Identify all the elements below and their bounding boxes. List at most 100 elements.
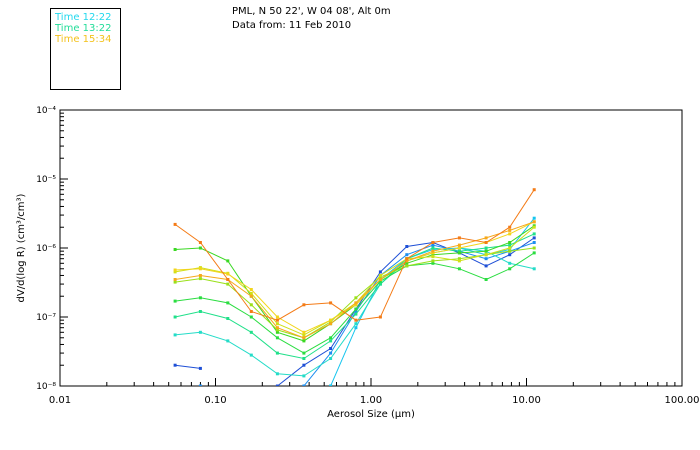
data-point bbox=[302, 339, 306, 343]
data-point bbox=[508, 249, 512, 253]
data-point bbox=[275, 351, 279, 355]
series-scan-10 bbox=[173, 220, 536, 334]
data-point bbox=[302, 330, 306, 334]
data-point bbox=[457, 267, 461, 271]
data-point bbox=[198, 310, 202, 313]
data-point bbox=[275, 322, 279, 326]
data-point bbox=[198, 330, 202, 334]
plot-frame bbox=[59, 109, 683, 387]
data-point bbox=[431, 259, 435, 263]
data-point bbox=[405, 259, 409, 263]
data-point bbox=[226, 282, 230, 286]
y-tick-label: 10⁻⁴ bbox=[36, 106, 56, 116]
series-scan-06 bbox=[173, 251, 536, 355]
data-point bbox=[431, 241, 435, 244]
series-line bbox=[303, 242, 535, 386]
data-point bbox=[302, 336, 306, 340]
data-point bbox=[457, 251, 461, 255]
data-point bbox=[198, 241, 202, 244]
data-point bbox=[431, 253, 435, 257]
data-point bbox=[249, 310, 253, 313]
data-point bbox=[302, 333, 306, 337]
data-point bbox=[329, 336, 333, 340]
data-point bbox=[226, 339, 230, 343]
data-point bbox=[484, 249, 488, 253]
y-tick-label: 10⁻⁸ bbox=[36, 382, 56, 392]
data-point bbox=[173, 278, 177, 281]
data-point bbox=[431, 251, 435, 255]
data-point bbox=[484, 264, 488, 268]
data-point bbox=[302, 363, 306, 367]
data-point bbox=[173, 363, 177, 367]
data-point bbox=[405, 253, 409, 257]
data-point bbox=[532, 236, 536, 240]
data-point bbox=[198, 267, 202, 271]
data-point bbox=[532, 267, 536, 271]
axis-ticks: 0.01 0.10 1.00 10.00 100.00 10⁻⁸ 10⁻⁷ 10⁻⁶ 10⁻⁵ 1… bbox=[36, 106, 699, 406]
x-tick-label: 10.00 bbox=[512, 395, 541, 406]
data-point bbox=[329, 301, 333, 305]
data-point bbox=[457, 246, 461, 250]
series-line bbox=[175, 364, 201, 369]
legend-item-3: Time 15:34 bbox=[55, 34, 112, 45]
x-axis-label: Aerosol Size (µm) bbox=[327, 409, 415, 420]
data-point bbox=[508, 267, 512, 271]
data-point bbox=[508, 246, 512, 250]
data-point bbox=[354, 303, 358, 307]
data-point bbox=[173, 333, 177, 337]
data-point bbox=[249, 288, 253, 291]
data-point bbox=[405, 264, 409, 268]
chart-header: PML, N 50 22', W 04 08', Alt 0m Data fro… bbox=[232, 5, 391, 33]
data-point bbox=[226, 259, 230, 263]
data-point bbox=[302, 351, 306, 355]
data-point bbox=[275, 336, 279, 340]
data-point bbox=[354, 312, 358, 316]
data-point bbox=[198, 277, 202, 281]
data-point bbox=[405, 245, 409, 248]
data-point bbox=[354, 310, 358, 313]
data-point bbox=[249, 303, 253, 307]
data-point bbox=[354, 322, 358, 326]
data-point bbox=[198, 296, 202, 300]
data-point bbox=[249, 294, 253, 298]
data-point bbox=[329, 384, 333, 386]
data-point bbox=[226, 278, 230, 281]
data-point bbox=[198, 366, 202, 370]
data-point bbox=[457, 249, 461, 253]
data-point bbox=[329, 347, 333, 350]
data-point bbox=[484, 278, 488, 281]
data-point bbox=[378, 274, 382, 277]
series-lines bbox=[173, 188, 536, 386]
data-point bbox=[508, 261, 512, 265]
data-point bbox=[329, 339, 333, 343]
data-point bbox=[275, 318, 279, 322]
y-tick-label: 10⁻⁵ bbox=[36, 175, 56, 185]
data-point bbox=[302, 374, 306, 378]
data-point bbox=[508, 241, 512, 244]
data-point bbox=[354, 318, 358, 322]
x-tick-label: 1.00 bbox=[360, 395, 382, 406]
series-scan-11 bbox=[173, 220, 536, 340]
data-point bbox=[173, 268, 177, 272]
data-point bbox=[329, 322, 333, 326]
data-point bbox=[508, 232, 512, 236]
data-point bbox=[173, 280, 177, 284]
data-point bbox=[302, 357, 306, 360]
x-tick-label: 100.00 bbox=[665, 395, 700, 406]
data-point bbox=[484, 257, 488, 261]
data-point bbox=[275, 330, 279, 334]
data-point bbox=[484, 236, 488, 240]
series-line bbox=[174, 189, 535, 321]
data-point bbox=[532, 251, 536, 255]
data-point bbox=[275, 372, 279, 376]
data-point bbox=[431, 249, 435, 253]
data-point bbox=[354, 301, 358, 305]
data-point bbox=[508, 253, 512, 257]
data-point bbox=[249, 315, 253, 319]
data-point bbox=[532, 220, 536, 224]
data-point bbox=[198, 274, 202, 277]
data-point bbox=[508, 243, 512, 247]
legend-item-2: Time 13:22 bbox=[55, 23, 112, 34]
data-point bbox=[484, 241, 488, 244]
